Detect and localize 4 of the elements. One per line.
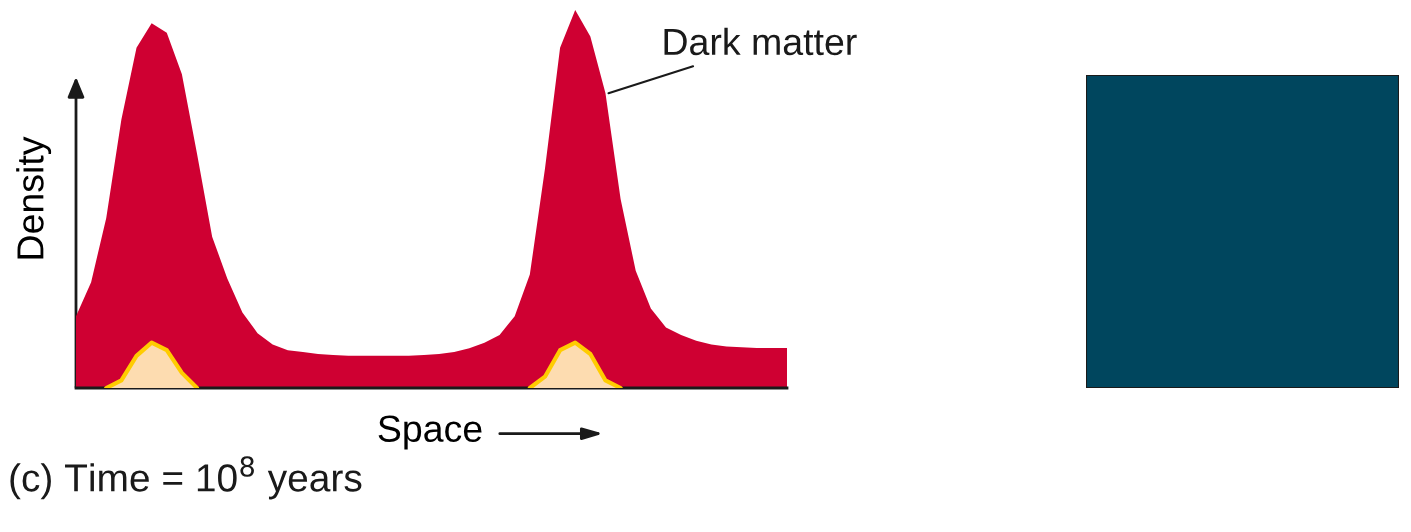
series-label: Dark matter: [664, 27, 857, 56]
y-axis-title: Density: [16, 136, 52, 259]
text: (c) Time = 10$^{8}$ years: [10, 456, 362, 500]
x-axis-title: Space: [378, 415, 482, 450]
